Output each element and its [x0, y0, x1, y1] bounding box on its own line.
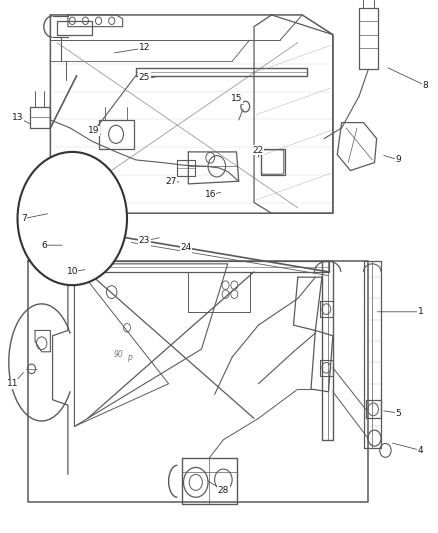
Polygon shape [364, 261, 381, 448]
Text: 7: 7 [21, 214, 27, 223]
Text: 22: 22 [253, 146, 264, 155]
Text: 23: 23 [139, 237, 150, 245]
Text: 16: 16 [205, 190, 216, 199]
Text: 19: 19 [88, 126, 100, 135]
Polygon shape [322, 261, 333, 440]
Text: 24: 24 [180, 244, 192, 252]
Polygon shape [188, 152, 239, 184]
Text: p: p [127, 353, 132, 361]
Text: 12: 12 [139, 44, 150, 52]
Text: 25: 25 [139, 73, 150, 82]
Text: 9: 9 [396, 156, 402, 164]
Text: 13: 13 [12, 113, 23, 122]
Polygon shape [337, 123, 377, 171]
Circle shape [18, 152, 127, 285]
Text: 90: 90 [113, 350, 123, 359]
Polygon shape [85, 261, 328, 272]
Polygon shape [74, 264, 228, 426]
Text: 28: 28 [218, 486, 229, 495]
Text: 8: 8 [422, 81, 428, 90]
Text: 4: 4 [418, 446, 423, 455]
Polygon shape [311, 330, 333, 392]
Text: 15: 15 [231, 94, 242, 103]
Text: 27: 27 [165, 177, 177, 185]
Polygon shape [293, 277, 322, 330]
Text: 1: 1 [417, 308, 424, 316]
Text: 6: 6 [41, 241, 47, 249]
Text: 5: 5 [396, 409, 402, 417]
Text: 10: 10 [67, 268, 78, 276]
Text: 11: 11 [7, 379, 19, 388]
Polygon shape [28, 261, 368, 502]
Polygon shape [50, 15, 333, 213]
Polygon shape [182, 458, 237, 504]
Polygon shape [254, 15, 333, 213]
